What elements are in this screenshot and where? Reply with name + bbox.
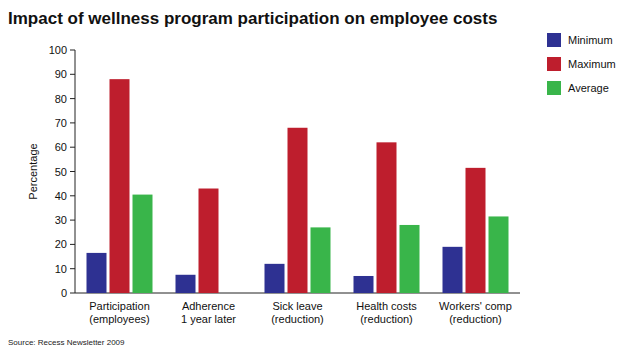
x-tick-label: Workers' comp(reduction) [439, 300, 512, 325]
x-tick-label: Health costs(reduction) [356, 300, 417, 325]
chart: Impact of wellness program participation… [0, 0, 633, 355]
y-tick [70, 98, 75, 99]
y-axis-label: Percentage [27, 143, 39, 199]
y-tick-label: 30 [55, 214, 67, 226]
x-tick-label: Participation(employees) [89, 300, 150, 325]
y-tick [70, 122, 75, 123]
bar [265, 264, 285, 293]
y-tick-label: 10 [55, 263, 67, 275]
x-tick-label-line: Adherence [182, 300, 235, 312]
title: Impact of wellness program participation… [8, 9, 497, 28]
x-tick-label-line: Sick leave [272, 300, 322, 312]
x-tick-label-line: Health costs [356, 300, 417, 312]
y-tick [70, 195, 75, 196]
y-tick-label: 90 [55, 68, 67, 80]
x-tick-label-line: (reduction) [449, 313, 502, 325]
x-tick-label: Sick leave(reduction) [271, 300, 324, 325]
y-tick [70, 244, 75, 245]
x-tick-label: Adherence1 year later [181, 300, 236, 325]
legend-label: Minimum [568, 34, 613, 46]
bar [489, 216, 509, 293]
y-tick [70, 220, 75, 221]
annotation: Source: Recess Newsletter 2009 [8, 338, 125, 347]
legend-swatch [547, 57, 561, 71]
y-tick [70, 50, 75, 51]
x-tick-label-line: (reduction) [271, 313, 324, 325]
bar [87, 253, 107, 293]
bars [87, 79, 509, 293]
legend-swatch [547, 33, 561, 47]
bar [443, 247, 463, 293]
y-tick-label: 100 [49, 44, 67, 56]
y-tick [70, 147, 75, 148]
x-tick-label-line: 1 year later [181, 313, 236, 325]
bar [311, 227, 331, 293]
legend-label: Maximum [568, 58, 616, 70]
bar [199, 189, 219, 293]
y-tick-label: 80 [55, 93, 67, 105]
bar [288, 128, 308, 293]
bar [133, 195, 153, 293]
y-tick [70, 74, 75, 75]
y-tick-label: 0 [61, 287, 67, 299]
x-tick-label-line: Workers' comp [439, 300, 512, 312]
bar [377, 142, 397, 293]
y-tick [70, 268, 75, 269]
bar [466, 168, 486, 293]
y-tick [70, 171, 75, 172]
y-tick-label: 40 [55, 190, 67, 202]
y-tick-label: 20 [55, 238, 67, 250]
y-tick-label: 70 [55, 117, 67, 129]
y-tick-label: 60 [55, 141, 67, 153]
bar [400, 225, 420, 293]
legend-swatch [547, 81, 561, 95]
x-tick-label-line: Participation [89, 300, 150, 312]
bar [176, 275, 196, 293]
x-tick-label-line: (reduction) [360, 313, 413, 325]
bar [110, 79, 130, 293]
x-tick-label-line: (employees) [89, 313, 150, 325]
y-tick [70, 293, 75, 294]
bar [354, 276, 374, 293]
y-tick-label: 50 [55, 166, 67, 178]
legend-label: Average [568, 82, 609, 94]
